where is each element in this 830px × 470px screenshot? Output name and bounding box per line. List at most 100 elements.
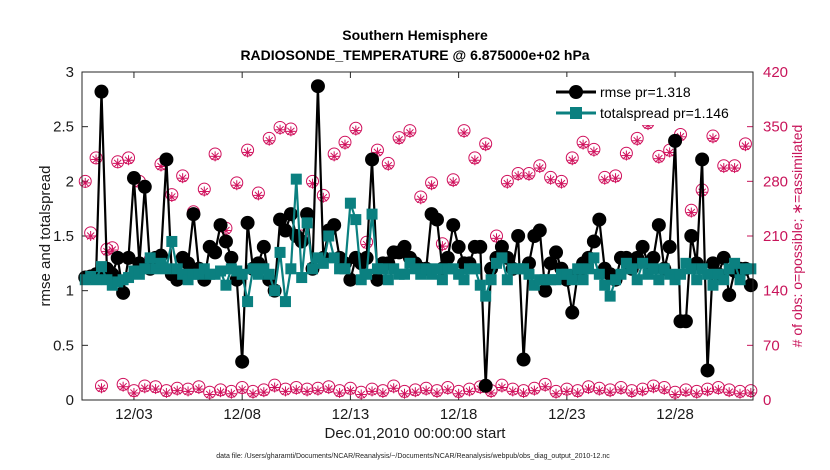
- obs-assimilated-marker: [383, 160, 394, 171]
- totalspread-point: [361, 268, 373, 280]
- legend-rmse-label: rmse pr=1.318: [600, 84, 691, 100]
- y-right-tick-label: 70: [763, 337, 780, 354]
- totalspread-point: [523, 268, 535, 280]
- rmse-point: [359, 250, 374, 265]
- totalspread-point: [674, 268, 686, 280]
- obs-assimilated-marker: [264, 135, 275, 146]
- x-tick-label: 12/28: [656, 406, 694, 423]
- totalspread-point: [485, 274, 497, 286]
- plot-area: [82, 72, 753, 400]
- rmse-point: [159, 152, 174, 167]
- rmse-point: [473, 239, 488, 254]
- obs-assimilated-marker: [621, 150, 632, 161]
- obs-assimilated-marker: [247, 388, 258, 399]
- totalspread-point: [653, 274, 665, 286]
- obs-assimilated-marker: [285, 126, 296, 137]
- totalspread-point: [588, 252, 600, 264]
- obs-assimilated-marker: [226, 388, 237, 399]
- totalspread-point: [702, 268, 714, 280]
- rmse-point: [511, 229, 526, 243]
- rmse-point: [592, 212, 607, 227]
- obs-assimilated-marker: [345, 385, 356, 396]
- obs-assimilated-marker: [177, 173, 188, 184]
- totalspread-point: [236, 268, 248, 280]
- y-tick-label: 0.5: [53, 337, 74, 354]
- obs-assimilated-marker: [421, 385, 432, 396]
- rmse-point: [700, 363, 715, 378]
- footnote: data file: /Users/gharamti/Documents/NCA…: [216, 453, 610, 460]
- legend-box: [552, 77, 744, 125]
- obs-assimilated-marker: [729, 163, 740, 174]
- totalspread-point: [399, 268, 411, 280]
- obs-assimilated-marker: [518, 387, 529, 398]
- obs-assimilated-marker: [513, 170, 524, 181]
- obs-assimilated-marker: [459, 127, 470, 138]
- rmse-point: [273, 212, 288, 227]
- totalspread-point: [296, 272, 308, 284]
- totalspread-point: [480, 290, 492, 302]
- legend-spread-marker: [570, 107, 582, 119]
- totalspread-point: [577, 274, 589, 286]
- obs-assimilated-marker: [107, 245, 118, 256]
- obs-assimilated-marker: [237, 384, 248, 395]
- totalspread-point: [339, 263, 351, 275]
- totalspread-point: [144, 252, 156, 264]
- totalspread-point: [691, 274, 703, 286]
- obs-assimilated-marker: [399, 388, 410, 399]
- rmse-point: [478, 378, 493, 393]
- obs-assimilated-marker: [507, 386, 518, 397]
- rmse-point: [397, 239, 412, 254]
- obs-assimilated-marker: [275, 124, 286, 135]
- rmse-point: [181, 256, 196, 271]
- rmse-point: [716, 250, 731, 265]
- obs-assimilated-marker: [588, 146, 599, 157]
- obs-assimilated-marker: [415, 194, 426, 205]
- obs-assimilated-marker: [269, 382, 280, 393]
- rmse-point: [365, 152, 380, 167]
- totalspread-point: [707, 279, 719, 291]
- x-axis-label: Dec.01,2010 00:00:00 start: [325, 425, 507, 442]
- totalspread-point: [366, 208, 378, 220]
- rmse-point: [126, 171, 141, 186]
- y-right-tick-label: 280: [763, 173, 788, 190]
- totalspread-point: [139, 263, 151, 275]
- totalspread-point: [301, 217, 313, 229]
- obs-assimilated-marker: [442, 384, 453, 395]
- obs-assimilated-marker: [605, 387, 616, 398]
- totalspread-point: [350, 214, 362, 226]
- obs-assimilated-marker: [572, 387, 583, 398]
- obs-assimilated-marker: [426, 180, 437, 191]
- y-right-tick-label: 0: [763, 392, 771, 409]
- obs-assimilated-marker: [302, 386, 313, 397]
- totalspread-point: [90, 274, 102, 286]
- obs-assimilated-marker: [161, 387, 172, 398]
- obs-assimilated-marker: [377, 387, 388, 398]
- y-tick-label: 1: [66, 283, 74, 300]
- obs-assimilated-marker: [231, 180, 242, 191]
- obs-assimilated-marker: [356, 389, 367, 400]
- totalspread-point: [317, 257, 329, 269]
- totalspread-point: [615, 268, 627, 280]
- rmse-point: [208, 245, 223, 260]
- obs-assimilated-marker: [394, 134, 405, 145]
- totalspread-point: [323, 230, 335, 242]
- obs-assimilated-marker: [637, 386, 648, 397]
- totalspread-point: [215, 265, 227, 277]
- totalspread-point: [242, 296, 254, 308]
- totalspread-point: [647, 263, 659, 275]
- chart-title: Southern Hemisphere: [342, 27, 488, 43]
- obs-assimilated-marker: [210, 151, 221, 162]
- obs-assimilated-marker: [745, 387, 756, 398]
- obs-assimilated-marker: [540, 381, 551, 392]
- obs-assimilated-marker: [193, 384, 204, 395]
- obs-assimilated-marker: [724, 387, 735, 398]
- rmse-point: [110, 250, 125, 265]
- obs-assimilated-marker: [123, 155, 134, 166]
- totalspread-point: [593, 268, 605, 280]
- totalspread-point: [166, 235, 178, 247]
- y-axis-right-label: # of obs: o=possible; ∗=assimilated: [789, 125, 805, 348]
- obs-assimilated-marker: [680, 387, 691, 398]
- rmse-point: [662, 239, 677, 254]
- obs-assimilated-marker: [183, 386, 194, 397]
